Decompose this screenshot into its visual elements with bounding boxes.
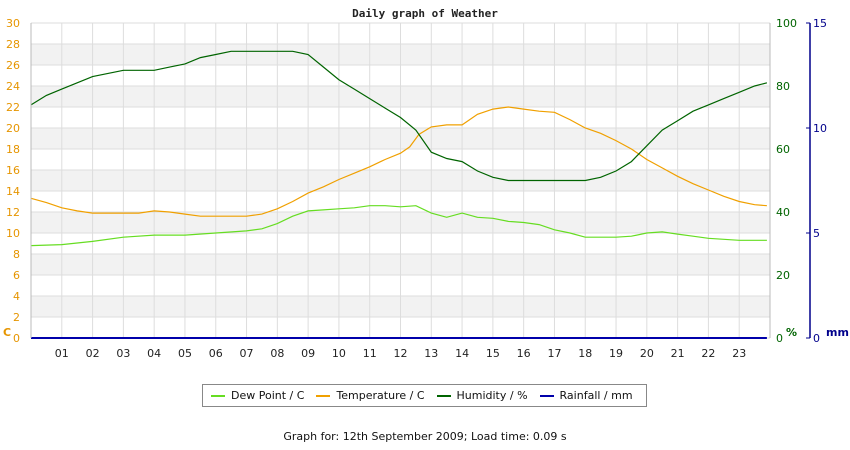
left-tick-label: 18 — [6, 143, 20, 156]
series-line-temperature — [30, 106, 767, 217]
x-tick-label: 05 — [178, 347, 192, 360]
legend-swatch-temperature — [316, 394, 331, 397]
x-tick-label: 20 — [640, 347, 654, 360]
left-tick-label: 30 — [6, 17, 20, 30]
x-tick-label: 09 — [301, 347, 315, 360]
legend-swatch-humidity — [436, 394, 451, 397]
humidity-axis-unit: % — [786, 326, 797, 339]
legend-swatch-dew-point — [211, 394, 225, 397]
x-tick-label: 23 — [732, 347, 746, 360]
left-tick-label: 16 — [6, 164, 20, 177]
legend-label-dew-point: Dew Point / C — [231, 389, 305, 402]
x-tick-label: 22 — [701, 347, 715, 360]
x-tick-label: 11 — [363, 347, 377, 360]
x-tick-label: 21 — [671, 347, 685, 360]
legend-swatch-rainfall — [539, 394, 554, 397]
chart-title: Daily graph of Weather — [352, 7, 498, 20]
humidity-tick-label: 80 — [776, 80, 790, 93]
left-tick-label: 28 — [6, 38, 20, 51]
x-tick-label: 12 — [394, 347, 408, 360]
x-tick-label: 06 — [209, 347, 223, 360]
left-tick-label: 14 — [6, 185, 20, 198]
left-tick-label: 0 — [13, 332, 20, 345]
x-tick-label: 14 — [455, 347, 469, 360]
left-tick-label: 26 — [6, 59, 20, 72]
humidity-tick-label: 40 — [776, 206, 790, 219]
x-tick-label: 13 — [424, 347, 438, 360]
graph-footer: Graph for: 12th September 2009; Load tim… — [283, 430, 567, 443]
x-tick-label: 15 — [486, 347, 500, 360]
series-line-humidity — [30, 50, 768, 182]
legend-label-temperature: Temperature / C — [336, 389, 425, 402]
x-tick-label: 19 — [609, 347, 623, 360]
chart-legend: Dew Point / C Temperature / C Humidity /… — [202, 384, 647, 407]
series-line-dew-point — [30, 205, 767, 247]
left-tick-label: 10 — [6, 227, 20, 240]
series-lines — [30, 50, 768, 339]
rain-tick-label: 5 — [813, 227, 820, 240]
x-tick-label: 01 — [55, 347, 69, 360]
left-tick-label: 22 — [6, 101, 20, 114]
legend-item-humidity: Humidity / % — [436, 389, 528, 402]
legend-item-dew-point: Dew Point / C — [211, 389, 304, 402]
left-axis-unit: C — [3, 326, 11, 339]
legend-label-humidity: Humidity / % — [456, 389, 528, 402]
x-tick-label: 02 — [86, 347, 100, 360]
x-tick-label: 07 — [240, 347, 254, 360]
x-tick-label: 16 — [517, 347, 531, 360]
legend-item-temperature: Temperature / C — [316, 389, 425, 402]
humidity-tick-label: 20 — [776, 269, 790, 282]
left-tick-label: 2 — [13, 311, 20, 324]
rain-tick-label: 0 — [813, 332, 820, 345]
left-tick-label: 8 — [13, 248, 20, 261]
x-tick-label: 04 — [147, 347, 161, 360]
x-tick-label: 08 — [270, 347, 284, 360]
humidity-tick-label: 100 — [776, 17, 797, 30]
x-tick-label: 18 — [578, 347, 592, 360]
left-tick-label: 24 — [6, 80, 20, 93]
left-tick-label: 12 — [6, 206, 20, 219]
left-tick-label: 6 — [13, 269, 20, 282]
humidity-tick-label: 60 — [776, 143, 790, 156]
rain-tick-label: 10 — [813, 122, 827, 135]
x-tick-label: 03 — [116, 347, 130, 360]
x-tick-label: 17 — [547, 347, 561, 360]
rain-tick-label: 15 — [813, 17, 827, 30]
rain-axis-unit: mm — [826, 326, 849, 339]
legend-item-rainfall: Rainfall / mm — [539, 389, 633, 402]
humidity-tick-label: 0 — [776, 332, 783, 345]
left-tick-label: 20 — [6, 122, 20, 135]
x-tick-label: 10 — [332, 347, 346, 360]
left-tick-label: 4 — [13, 290, 20, 303]
legend-label-rainfall: Rainfall / mm — [559, 389, 633, 402]
